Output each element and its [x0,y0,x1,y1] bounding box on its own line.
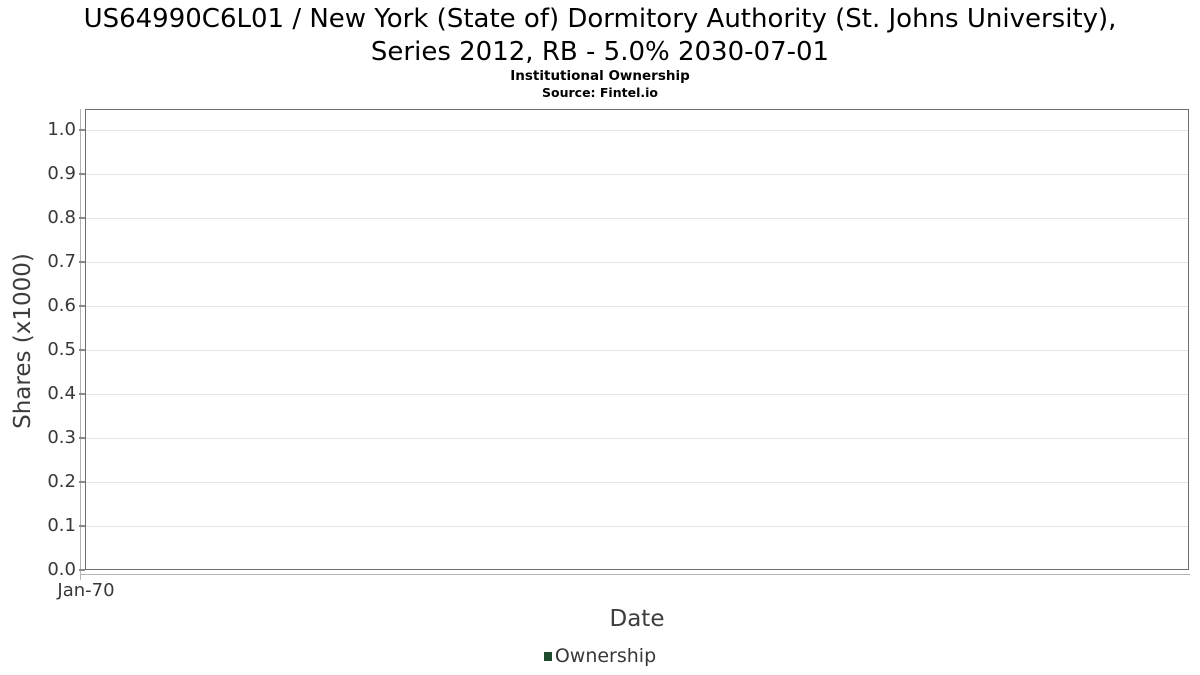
gridline [86,262,1188,263]
y-tick-mark [79,129,85,131]
y-tick-mark [79,393,85,395]
y-tick-mark [79,481,85,483]
chart-title-line1: US64990C6L01 / New York (State of) Dormi… [83,4,1117,34]
gridline [86,438,1188,439]
gridline [86,306,1188,307]
y-tick-mark [79,261,85,263]
y-tick-label: 0.1 [47,515,76,536]
y-tick-label: 0.6 [47,295,76,316]
gridline [86,482,1188,483]
x-axis-label: Date [609,606,665,632]
y-axis-line [80,109,81,580]
y-tick-mark [79,569,85,571]
y-tick-label: 1.0 [47,119,76,140]
y-tick-label: 0.0 [47,559,76,580]
legend-marker-icon [543,651,552,661]
y-tick-mark [79,217,85,219]
x-tick-label: Jan-70 [57,580,115,601]
y-tick-mark [79,349,85,351]
gridline [86,394,1188,395]
y-tick-label: 0.9 [47,163,76,184]
y-axis-label: Shares (x1000) [10,253,36,429]
y-tick-mark [79,173,85,175]
gridline [86,350,1188,351]
gridline [86,218,1188,219]
y-tick-label: 0.8 [47,207,76,228]
y-tick-label: 0.4 [47,383,76,404]
plot-area [85,109,1189,570]
gridline [86,526,1188,527]
x-axis-line [80,574,1190,575]
legend-label-ownership: Ownership [554,645,657,667]
gridline [86,174,1188,175]
y-tick-mark [79,437,85,439]
y-tick-label: 0.3 [47,427,76,448]
chart-title-line2: Series 2012, RB - 5.0% 2030-07-01 [370,37,830,67]
chart-source: Source: Fintel.io [542,85,658,100]
gridline [86,130,1188,131]
y-tick-mark [79,305,85,307]
y-tick-label: 0.5 [47,339,76,360]
y-tick-label: 0.7 [47,251,76,272]
legend: Ownership [0,645,1200,667]
y-tick-label: 0.2 [47,471,76,492]
y-tick-mark [79,525,85,527]
chart-subtitle: Institutional Ownership [510,68,690,84]
